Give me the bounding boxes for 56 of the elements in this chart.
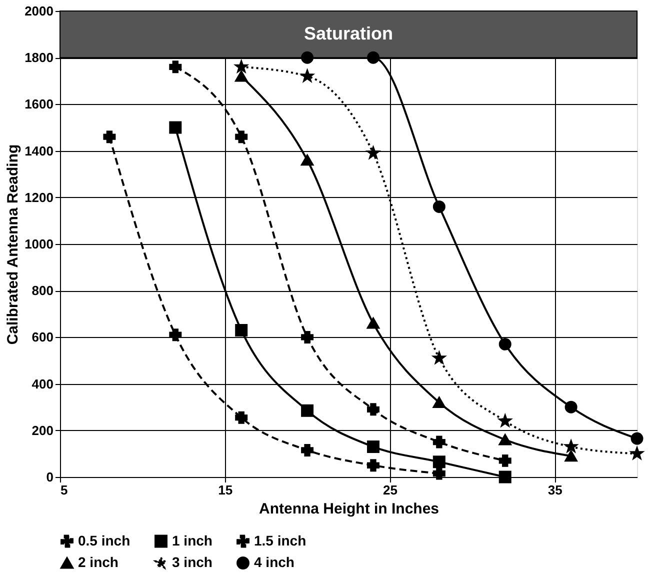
point xyxy=(564,450,578,462)
point xyxy=(301,444,314,456)
point xyxy=(366,51,380,64)
point xyxy=(432,467,446,480)
legend-label: 2 inch xyxy=(78,554,118,570)
point xyxy=(301,404,314,417)
point xyxy=(564,400,578,414)
point xyxy=(169,60,182,74)
point xyxy=(235,130,248,144)
y-axis-title: Calibrated Antenna Reading xyxy=(4,144,22,345)
point xyxy=(432,200,446,213)
y-tick-label: 0 xyxy=(46,470,54,484)
legend-label: 4 inch xyxy=(254,554,294,570)
x-tick-label: 25 xyxy=(382,482,398,498)
point xyxy=(367,146,380,158)
point xyxy=(498,454,512,467)
point xyxy=(498,470,512,484)
point xyxy=(169,121,182,134)
y-tick-label: 600 xyxy=(32,330,54,345)
point xyxy=(366,459,380,472)
band-label: Saturation xyxy=(304,23,394,44)
point xyxy=(366,440,380,453)
point xyxy=(169,328,182,342)
x-tick-label: 15 xyxy=(218,482,233,498)
point xyxy=(103,130,116,144)
point xyxy=(301,330,314,344)
x-tick-label: 35 xyxy=(548,482,562,498)
point xyxy=(432,396,446,408)
y-tick-label: 1000 xyxy=(24,236,54,252)
point xyxy=(498,338,512,350)
legend-label: 1.5 inch xyxy=(254,532,306,548)
point xyxy=(630,432,644,445)
y-tick-label: 1600 xyxy=(24,96,54,112)
y-tick-label: 1800 xyxy=(24,50,54,66)
point xyxy=(301,154,314,166)
legend-label: 1 inch xyxy=(172,532,212,548)
y-tick-label: 2000 xyxy=(24,4,54,18)
x-tick-label: 5 xyxy=(60,482,68,498)
point xyxy=(366,318,380,329)
point xyxy=(301,70,314,82)
legend-label: 0.5 inch xyxy=(78,532,130,548)
y-tick-label: 800 xyxy=(32,283,54,298)
point xyxy=(432,436,446,448)
legend-label: 3 inch xyxy=(172,554,212,570)
point xyxy=(235,411,248,424)
y-tick-label: 200 xyxy=(32,422,54,438)
y-tick-label: 1400 xyxy=(24,143,54,158)
y-tick-label: 1200 xyxy=(24,190,54,205)
point xyxy=(498,434,512,446)
point xyxy=(432,456,446,468)
x-axis-title: Antenna Height in Inches xyxy=(258,500,440,518)
point xyxy=(235,324,248,336)
point xyxy=(366,403,380,416)
y-tick-label: 400 xyxy=(32,376,54,392)
point xyxy=(301,51,314,64)
point xyxy=(235,70,248,82)
